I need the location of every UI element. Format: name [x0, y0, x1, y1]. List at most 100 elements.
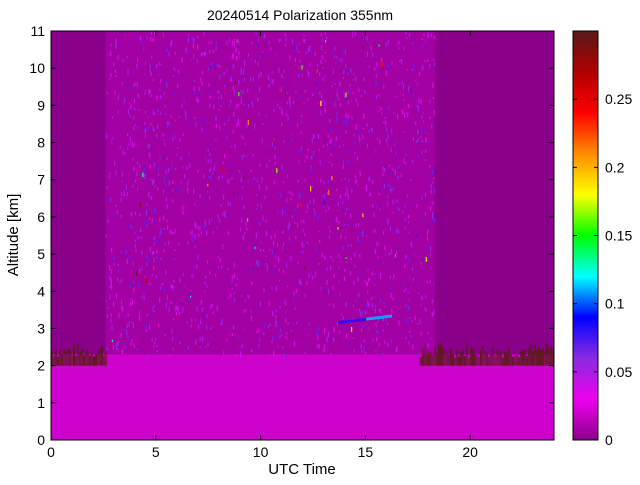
- heatmap-cell: [127, 133, 129, 137]
- heatmap-cell: [178, 116, 180, 118]
- heatmap-cell: [279, 88, 281, 93]
- heatmap-cell: [421, 347, 424, 366]
- heatmap-cell: [155, 238, 157, 244]
- heatmap-cell: [328, 226, 330, 229]
- heatmap-cell: [150, 122, 152, 126]
- heatmap-cell: [412, 68, 414, 72]
- heatmap-cell: [420, 99, 422, 105]
- heatmap-cell: [271, 249, 273, 255]
- heatmap-cell: [236, 277, 238, 280]
- heatmap-cell: [430, 34, 432, 38]
- heatmap-cell: [352, 337, 355, 339]
- heatmap-cell: [289, 239, 291, 242]
- heatmap-cell: [278, 67, 280, 74]
- heatmap-cell: [465, 344, 468, 366]
- heatmap-cell: [345, 257, 347, 259]
- heatmap-cell: [326, 36, 328, 40]
- heatmap-cell: [290, 133, 293, 136]
- heatmap-cell: [256, 259, 258, 265]
- heatmap-cell: [286, 174, 288, 178]
- heatmap-cell: [117, 348, 119, 351]
- heatmap-cell: [250, 169, 252, 173]
- heatmap-cell: [136, 63, 138, 69]
- heatmap-cell: [357, 103, 359, 106]
- heatmap-cell: [113, 213, 116, 217]
- heatmap-cell: [350, 147, 352, 151]
- heatmap-cell: [408, 298, 410, 301]
- heatmap-cell: [206, 259, 209, 264]
- heatmap-cell: [277, 103, 279, 106]
- heatmap-cell: [430, 206, 432, 211]
- heatmap-cell: [449, 347, 452, 366]
- heatmap-cell: [139, 202, 142, 207]
- heatmap-cell: [345, 130, 347, 134]
- heatmap-cell: [192, 272, 195, 278]
- heatmap-cell: [139, 318, 141, 322]
- heatmap-cell: [431, 215, 434, 220]
- heatmap-cell: [110, 319, 112, 323]
- heatmap-cell: [290, 197, 292, 201]
- heatmap-cell: [531, 351, 534, 366]
- heatmap-cell: [226, 339, 228, 342]
- heatmap-cell: [378, 309, 380, 312]
- heatmap-cell: [208, 67, 210, 71]
- heatmap-cell: [243, 176, 245, 179]
- heatmap-cell: [338, 266, 340, 270]
- heatmap-cell: [375, 325, 378, 328]
- heatmap-cell: [433, 110, 435, 116]
- heatmap-cell: [224, 85, 226, 88]
- heatmap-cell: [231, 40, 233, 46]
- heatmap-cell: [341, 313, 343, 316]
- heatmap-cell: [539, 349, 542, 366]
- heatmap-cell: [303, 34, 305, 37]
- heatmap-cell: [235, 148, 237, 153]
- heatmap-cell: [163, 227, 165, 230]
- heatmap-cell: [125, 184, 127, 190]
- heatmap-cell: [217, 101, 219, 105]
- heatmap-cell: [274, 321, 277, 327]
- heatmap-cell: [55, 351, 57, 366]
- heatmap-cell: [408, 85, 410, 89]
- heatmap-cell: [301, 220, 303, 223]
- heatmap-cell: [364, 351, 366, 355]
- heatmap-cell: [209, 169, 211, 173]
- heatmap-cell: [252, 154, 254, 157]
- heatmap-cell: [441, 346, 444, 366]
- heatmap-cell: [303, 102, 305, 105]
- heatmap-cell: [304, 233, 306, 236]
- heatmap-cell: [106, 186, 108, 189]
- heatmap-cell: [226, 69, 228, 71]
- heatmap-cell: [198, 86, 200, 91]
- heatmap-cell: [119, 145, 121, 149]
- heatmap-cell: [123, 193, 125, 197]
- heatmap-cell: [196, 96, 198, 102]
- heatmap-cell: [411, 244, 413, 248]
- heatmap-cell: [233, 325, 235, 330]
- heatmap-cell: [398, 40, 400, 45]
- heatmap-cell: [123, 148, 125, 151]
- heatmap-cell: [264, 324, 266, 328]
- heatmap-cell: [143, 47, 145, 51]
- heatmap-cell: [165, 270, 167, 275]
- heatmap-cell: [427, 343, 429, 348]
- heatmap-cell: [279, 354, 281, 358]
- heatmap-cell: [337, 227, 339, 230]
- heatmap-cell: [137, 93, 139, 97]
- heatmap-cell: [240, 172, 242, 177]
- heatmap-cell: [152, 251, 154, 254]
- heatmap-cell: [166, 219, 168, 222]
- heatmap-cell: [403, 157, 405, 161]
- heatmap-cell: [227, 296, 229, 300]
- heatmap-cell: [328, 235, 330, 239]
- heatmap-cell: [195, 121, 197, 127]
- heatmap-cell: [384, 117, 386, 120]
- heatmap-cell: [358, 129, 360, 132]
- heatmap-cell: [353, 72, 355, 75]
- heatmap-cell: [145, 278, 147, 284]
- heatmap-cell: [395, 151, 397, 155]
- heatmap-cell: [258, 166, 260, 170]
- heatmap-cell: [427, 32, 429, 39]
- heatmap-cell: [348, 319, 351, 323]
- heatmap-cell: [371, 128, 373, 133]
- heatmap-cell: [344, 119, 346, 125]
